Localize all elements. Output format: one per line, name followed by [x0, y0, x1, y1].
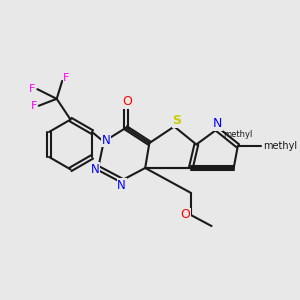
Text: methyl: methyl [263, 141, 297, 151]
Text: F: F [63, 73, 70, 83]
Text: S: S [172, 115, 182, 128]
Text: N: N [117, 179, 126, 192]
Text: N: N [102, 134, 110, 147]
Text: F: F [31, 101, 37, 111]
Text: O: O [180, 208, 190, 221]
Text: N: N [213, 117, 222, 130]
Text: F: F [29, 84, 36, 94]
Text: N: N [91, 163, 100, 176]
Text: O: O [122, 95, 132, 108]
Text: methyl: methyl [224, 130, 253, 139]
